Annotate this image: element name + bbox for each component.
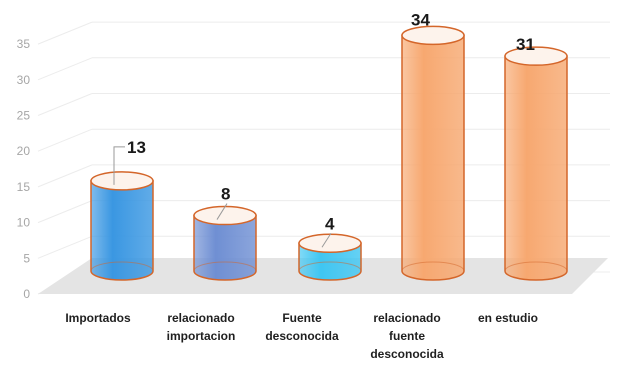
bar bbox=[193, 205, 257, 281]
bar bbox=[504, 46, 568, 281]
y-tick-label: 10 bbox=[17, 216, 31, 230]
gridline-left bbox=[37, 235, 93, 259]
gridline-left bbox=[37, 93, 93, 116]
bar-top bbox=[504, 46, 568, 66]
bar-base-edge bbox=[401, 261, 465, 272]
bar-top bbox=[401, 25, 465, 46]
bar-body bbox=[504, 55, 568, 281]
bars bbox=[90, 25, 568, 281]
data-label-leader bbox=[113, 146, 125, 185]
y-tick-label: 20 bbox=[17, 144, 31, 158]
x-tick-label: Importados bbox=[65, 311, 131, 325]
bar-base-edge bbox=[504, 261, 568, 272]
bar-body bbox=[90, 180, 154, 281]
gridline-left bbox=[37, 128, 93, 152]
data-label: 13 bbox=[127, 138, 146, 157]
gridline-left bbox=[37, 21, 93, 45]
x-tick-label: relacionado fuente desconocida bbox=[370, 311, 444, 361]
gridline-left bbox=[37, 200, 93, 224]
y-tick-label: 0 bbox=[23, 287, 30, 301]
bar-base-edge bbox=[90, 261, 154, 272]
x-tick-label: Fuente desconocida bbox=[265, 311, 339, 343]
y-tick-label: 35 bbox=[17, 37, 31, 51]
bar-top bbox=[193, 205, 257, 226]
data-label-leader bbox=[216, 203, 228, 220]
data-label: 4 bbox=[325, 214, 335, 233]
bar-body bbox=[401, 34, 465, 281]
bar-body bbox=[193, 214, 257, 281]
data-labels: 13 8 4 34 31 bbox=[113, 10, 535, 248]
y-tick-label: 15 bbox=[17, 180, 31, 194]
data-label: 34 bbox=[411, 10, 430, 29]
gridline-left bbox=[37, 57, 93, 81]
x-tick-label: relacionado importacion bbox=[167, 311, 236, 343]
data-label: 8 bbox=[221, 185, 230, 204]
gridline-left bbox=[37, 164, 93, 188]
x-axis: Importados relacionado importacion Fuente de… bbox=[65, 311, 538, 361]
bar bbox=[298, 233, 362, 281]
y-axis: 0 5 10 15 20 25 30 35 bbox=[17, 37, 31, 301]
bar-base-edge bbox=[193, 261, 257, 272]
y-tick-label: 30 bbox=[17, 73, 31, 87]
y-tick-label: 25 bbox=[17, 109, 31, 123]
bar bbox=[90, 171, 154, 281]
data-label-leader bbox=[321, 233, 332, 248]
data-label: 31 bbox=[516, 35, 535, 54]
x-tick-label: en estudio bbox=[478, 311, 538, 325]
y-tick-label: 5 bbox=[23, 251, 30, 265]
bar-top bbox=[298, 233, 362, 254]
bar-base-edge bbox=[298, 261, 362, 272]
bar bbox=[401, 25, 465, 281]
bar-top bbox=[90, 171, 154, 191]
